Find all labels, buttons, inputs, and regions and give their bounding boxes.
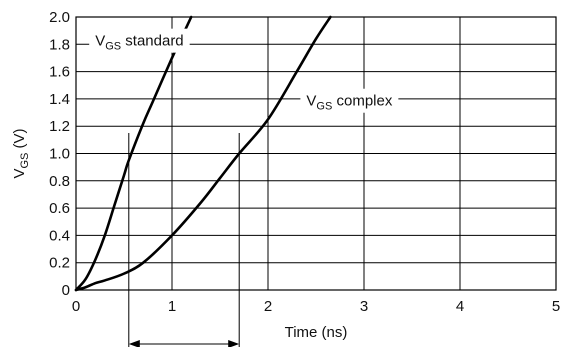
curve-complex <box>74 15 332 292</box>
x-tick-label: 1 <box>168 298 176 315</box>
curve-standard <box>74 15 193 292</box>
y-tick-label: 1.2 <box>49 118 70 135</box>
y-axis-title: VGS (V) <box>11 128 31 178</box>
interval-arrowhead-right <box>228 340 240 347</box>
x-tick-label: 3 <box>360 298 368 315</box>
y-tick-label: 2.0 <box>49 9 70 26</box>
interval-arrowhead-left <box>128 340 140 347</box>
y-tick-label: 1.8 <box>49 36 70 53</box>
curve-label-complex: VGS complex <box>306 93 392 113</box>
y-axis-title-sub: GS <box>19 153 31 169</box>
x-tick-labels: 0 1 2 3 4 5 <box>72 298 560 315</box>
y-tick-label: 0 <box>62 282 70 299</box>
plot-frame <box>75 16 557 291</box>
x-tick-label: 4 <box>456 298 464 315</box>
time-interval-annotation <box>128 133 240 347</box>
curve-label-bg <box>300 88 399 113</box>
x-tick-label: 0 <box>72 298 80 315</box>
curves <box>74 15 332 292</box>
curve-label-standard: VGS standard <box>95 33 183 53</box>
grid <box>75 16 557 291</box>
x-tick-label: 2 <box>264 298 272 315</box>
x-axis-title: Time (ns) <box>285 324 348 341</box>
y-axis-title-main: V <box>11 169 28 179</box>
y-tick-label: 1.4 <box>49 91 70 108</box>
y-tick-label: 1.0 <box>49 146 70 163</box>
y-tick-label: 1.6 <box>49 64 70 81</box>
curve-labels: VGS standard VGS complex <box>89 28 399 113</box>
y-tick-label: 0.2 <box>49 255 70 272</box>
y-axis-title-unit: (V) <box>11 128 28 152</box>
y-tick-label: 0.6 <box>49 200 70 217</box>
curve-label-bg <box>89 28 190 53</box>
y-tick-label: 0.8 <box>49 173 70 190</box>
y-tick-label: 0.4 <box>49 227 70 244</box>
y-tick-labels: 0 0.2 0.4 0.6 0.8 1.0 1.2 1.4 1.6 1.8 2.0 <box>49 9 70 299</box>
x-tick-label: 5 <box>552 298 560 315</box>
